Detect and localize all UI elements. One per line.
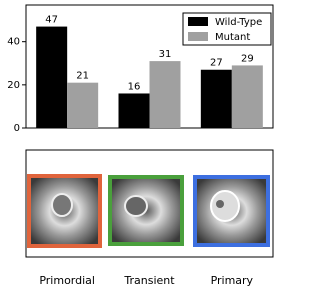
bar	[67, 82, 99, 128]
bar	[200, 69, 232, 128]
value-label: 21	[76, 71, 89, 82]
y-tick-label: 0	[14, 123, 20, 134]
y-tick-label: 40	[7, 37, 20, 48]
bar	[231, 65, 263, 128]
image-primary	[193, 175, 270, 247]
value-label: 31	[159, 49, 172, 60]
y-tick-label: 20	[7, 80, 20, 91]
x-tick-label: Primordial	[39, 274, 95, 287]
image-primordial	[27, 174, 102, 248]
legend-label: Mutant	[215, 32, 250, 43]
x-tick-label: Transient	[123, 274, 175, 287]
value-label: 29	[241, 53, 254, 64]
value-label: 27	[210, 58, 223, 69]
legend-swatch	[188, 17, 208, 26]
image-transient	[108, 175, 184, 246]
value-label: 16	[128, 81, 141, 92]
bar	[36, 26, 68, 128]
value-label: 47	[45, 15, 58, 26]
image-panel-frame	[25, 149, 274, 258]
legend-label: Wild-Type	[215, 17, 262, 28]
bar	[149, 61, 181, 128]
legend-swatch	[188, 32, 208, 41]
figure: 0 20 40 Primordial 47 21 Transient 16 31 Primary 2…	[7, 4, 274, 287]
x-tick-label: Primary	[211, 274, 254, 287]
bar	[118, 93, 150, 128]
